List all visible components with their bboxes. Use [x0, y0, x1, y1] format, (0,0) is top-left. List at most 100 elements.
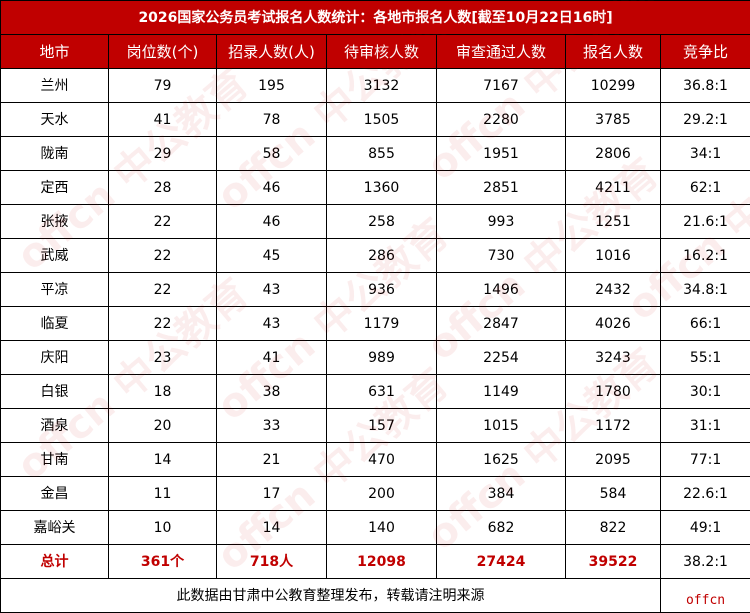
- table-cell: 49:1: [659, 510, 750, 545]
- table-cell: 2806: [565, 136, 661, 171]
- table-cell: 1172: [565, 408, 661, 443]
- table-row: 临夏 22 43 1179 2847 4026 66:1: [0, 306, 750, 341]
- table-cell: 1251: [565, 204, 661, 239]
- table-cell: 46: [216, 204, 327, 239]
- table-row: 张掖 22 46 258 993 1251 21.6:1: [0, 204, 750, 239]
- table-cell: 2254: [436, 340, 566, 375]
- table-cell: 金昌: [0, 476, 109, 511]
- table-cell: 23: [108, 340, 217, 375]
- table-cell: 22: [108, 272, 217, 307]
- table-cell: 14: [216, 510, 327, 545]
- table-cell: 21: [216, 442, 327, 477]
- table-cell: 584: [565, 476, 661, 511]
- table-cell: 140: [326, 510, 437, 545]
- table-cell: 470: [326, 442, 437, 477]
- table-cell: 2280: [436, 102, 566, 137]
- table-cell: 1179: [326, 306, 437, 341]
- table-cell: 1015: [436, 408, 566, 443]
- table-cell: 16.2:1: [659, 238, 750, 273]
- table-cell: 855: [326, 136, 437, 171]
- table-cell: 兰州: [0, 68, 109, 103]
- table-cell: 4026: [565, 306, 661, 341]
- table-row: 酒泉 20 33 157 1015 1172 31:1: [0, 408, 750, 443]
- column-header: 竞争比: [659, 34, 750, 69]
- table-cell: 43: [216, 306, 327, 341]
- column-header: 地市: [0, 34, 109, 69]
- total-row: 总计 361个 718人 12098 27424 39522 38.2:1: [0, 544, 750, 579]
- column-header: 岗位数(个): [108, 34, 217, 69]
- brand-logo-text: offcn: [659, 578, 750, 613]
- table-cell: 157: [326, 408, 437, 443]
- column-header: 报名人数: [565, 34, 661, 69]
- table-cell: 36.8:1: [659, 68, 750, 103]
- table-title: 2026国家公务员考试报名人数统计：各地市报名人数[截至10月22日16时]: [0, 0, 750, 35]
- table-cell: 14: [108, 442, 217, 477]
- table-cell: 34.8:1: [659, 272, 750, 307]
- table-row: 陇南 29 58 855 1951 2806 34:1: [0, 136, 750, 171]
- table-cell: 45: [216, 238, 327, 273]
- table-cell: 78: [216, 102, 327, 137]
- table-cell: 1625: [436, 442, 566, 477]
- table-cell: 28: [108, 170, 217, 205]
- table-cell: 1505: [326, 102, 437, 137]
- footer-row: 此数据由甘肃中公教育整理发布，转载请注明来源 offcn: [0, 578, 750, 613]
- total-cell: 27424: [436, 544, 566, 579]
- table-cell: 22.6:1: [659, 476, 750, 511]
- table-cell: 195: [216, 68, 327, 103]
- total-cell: 38.2:1: [659, 544, 750, 579]
- table-cell: 2095: [565, 442, 661, 477]
- table-cell: 55:1: [659, 340, 750, 375]
- table-cell: 3132: [326, 68, 437, 103]
- table-cell: 38: [216, 374, 327, 409]
- table-cell: 10299: [565, 68, 661, 103]
- table-row: 武威 22 45 286 730 1016 16.2:1: [0, 238, 750, 273]
- table-cell: 43: [216, 272, 327, 307]
- table-row: 白银 18 38 631 1149 1780 30:1: [0, 374, 750, 409]
- table-cell: 41: [216, 340, 327, 375]
- table-cell: 天水: [0, 102, 109, 137]
- table-cell: 20: [108, 408, 217, 443]
- total-cell: 361个: [108, 544, 217, 579]
- total-cell: 12098: [326, 544, 437, 579]
- table-cell: 730: [436, 238, 566, 273]
- total-cell: 718人: [216, 544, 327, 579]
- table-cell: 平凉: [0, 272, 109, 307]
- table-cell: 822: [565, 510, 661, 545]
- total-cell: 总计: [0, 544, 109, 579]
- total-cell: 39522: [565, 544, 661, 579]
- table-cell: 酒泉: [0, 408, 109, 443]
- table-cell: 22: [108, 204, 217, 239]
- table-cell: 3243: [565, 340, 661, 375]
- table-cell: 936: [326, 272, 437, 307]
- table-cell: 29: [108, 136, 217, 171]
- table-cell: 200: [326, 476, 437, 511]
- table-cell: 631: [326, 374, 437, 409]
- table-cell: 30:1: [659, 374, 750, 409]
- table-cell: 993: [436, 204, 566, 239]
- table-cell: 46: [216, 170, 327, 205]
- column-header: 待审核人数: [326, 34, 437, 69]
- table-cell: 62:1: [659, 170, 750, 205]
- table-cell: 11: [108, 476, 217, 511]
- table-cell: 2847: [436, 306, 566, 341]
- table-cell: 22: [108, 306, 217, 341]
- table-cell: 1149: [436, 374, 566, 409]
- table-cell: 29.2:1: [659, 102, 750, 137]
- table-row: 嘉峪关 10 14 140 682 822 49:1: [0, 510, 750, 545]
- table-cell: 2432: [565, 272, 661, 307]
- table-cell: 58: [216, 136, 327, 171]
- table-cell: 陇南: [0, 136, 109, 171]
- table-cell: 1496: [436, 272, 566, 307]
- table-cell: 34:1: [659, 136, 750, 171]
- column-header: 审查通过人数: [436, 34, 566, 69]
- table-cell: 甘南: [0, 442, 109, 477]
- table-cell: 白银: [0, 374, 109, 409]
- table-cell: 嘉峪关: [0, 510, 109, 545]
- table-cell: 临夏: [0, 306, 109, 341]
- table-cell: 1360: [326, 170, 437, 205]
- table-row: 天水 41 78 1505 2280 3785 29.2:1: [0, 102, 750, 137]
- table-cell: 1016: [565, 238, 661, 273]
- table-cell: 33: [216, 408, 327, 443]
- table-row: 金昌 11 17 200 384 584 22.6:1: [0, 476, 750, 511]
- table-cell: 2851: [436, 170, 566, 205]
